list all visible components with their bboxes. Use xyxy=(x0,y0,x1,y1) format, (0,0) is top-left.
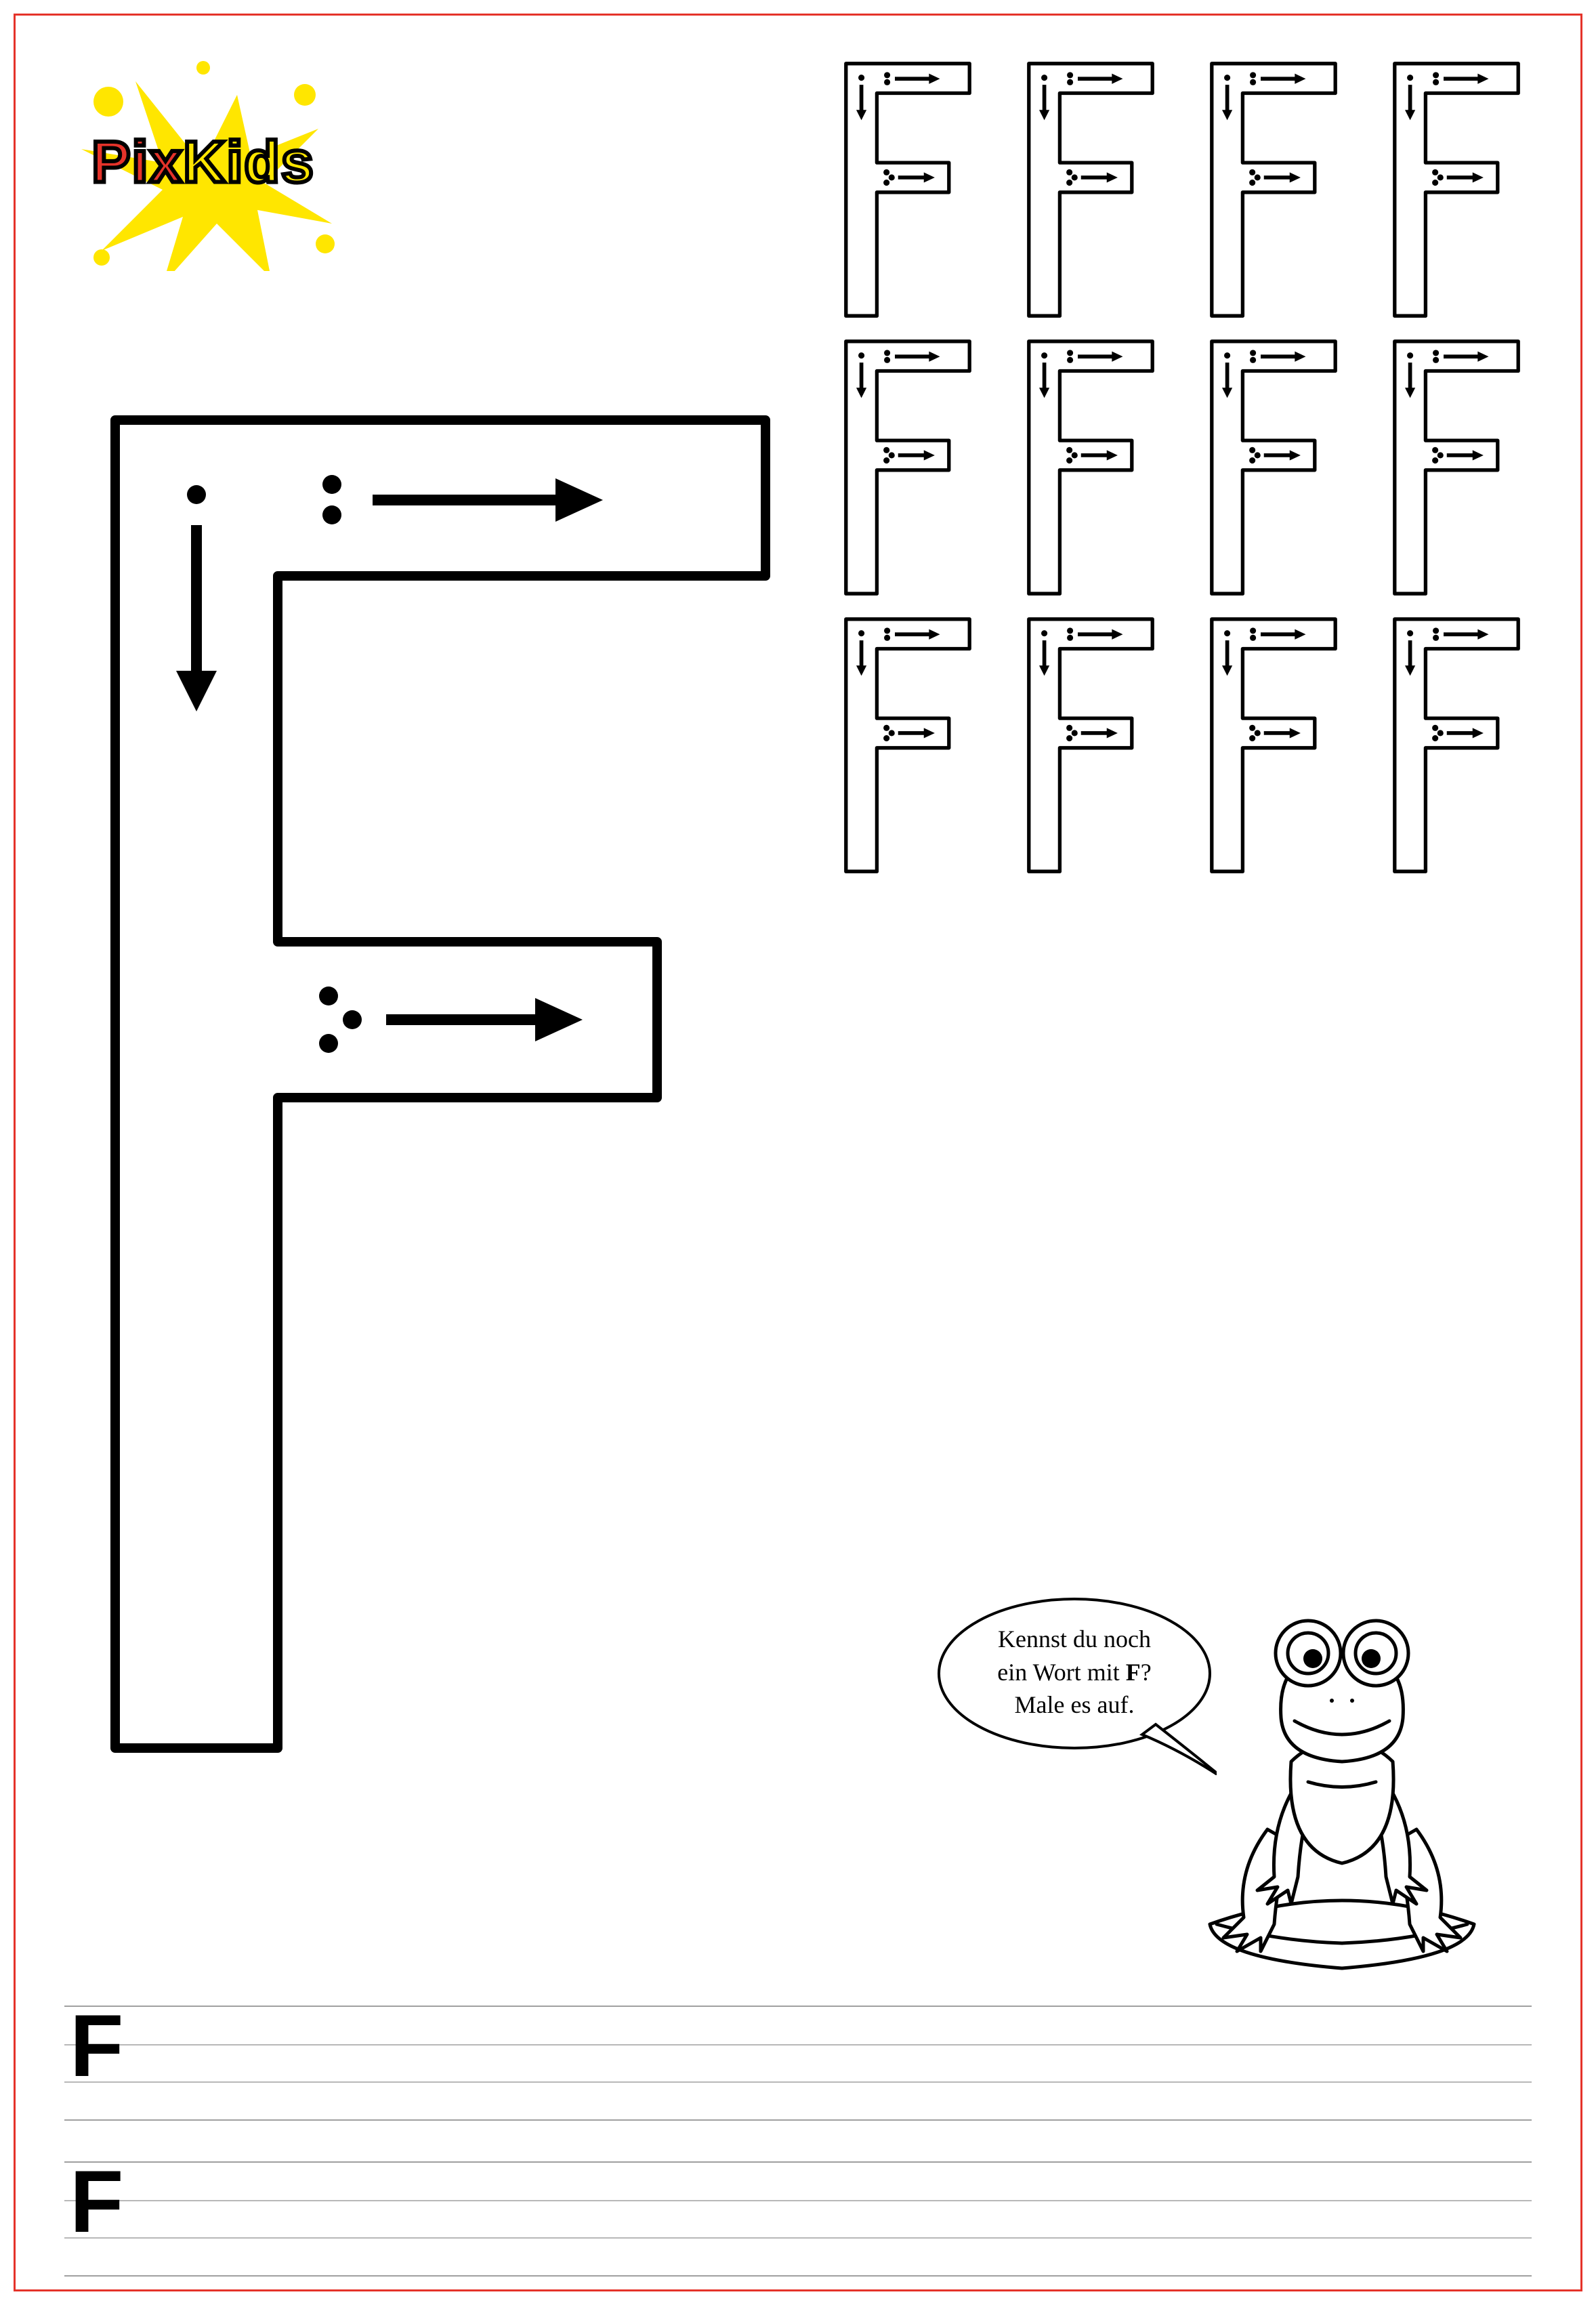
small-letter-f xyxy=(1375,617,1538,874)
speech-line1: Kennst du noch xyxy=(998,1625,1151,1653)
small-letter-f xyxy=(1375,339,1538,596)
speech-bubble: Kennst du noch ein Wort mit F? Male es a… xyxy=(932,1592,1217,1775)
writing-line-block-2: F xyxy=(64,2161,1532,2277)
logo-text-part1: Pix xyxy=(91,130,183,195)
small-letter-f xyxy=(1009,61,1172,318)
small-letter-f xyxy=(1009,617,1172,874)
small-letter-grid xyxy=(826,61,1538,874)
small-letter-f xyxy=(1192,339,1355,596)
guide-line xyxy=(64,2200,1532,2201)
frog-area: Kennst du noch ein Wort mit F? Male es a… xyxy=(932,1592,1488,1972)
small-letter-f xyxy=(1192,617,1355,874)
writing-line-block-1: F xyxy=(64,2006,1532,2121)
small-letter-f xyxy=(826,339,989,596)
example-letter: F xyxy=(70,2157,123,2245)
example-letter: F xyxy=(70,2001,123,2090)
speech-line2-bold: F xyxy=(1126,1659,1141,1686)
frog-icon xyxy=(1196,1606,1488,1972)
logo-text-part2: Kids xyxy=(183,130,314,195)
speech-line2-pre: ein Wort mit xyxy=(997,1659,1125,1686)
small-letter-f xyxy=(826,617,989,874)
small-letter-f xyxy=(1192,61,1355,318)
small-letter-f xyxy=(1375,61,1538,318)
guide-line xyxy=(64,2081,1532,2083)
letter-outline xyxy=(115,420,765,1748)
guide-line xyxy=(64,2237,1532,2239)
small-letter-f xyxy=(1009,339,1172,596)
speech-text: Kennst du noch ein Wort mit F? Male es a… xyxy=(954,1623,1195,1722)
small-letter-f xyxy=(826,61,989,318)
logo-text: PixKids xyxy=(91,129,314,196)
logo: PixKids xyxy=(61,54,345,271)
guide-line xyxy=(64,2044,1532,2046)
big-letter-f xyxy=(102,407,779,1762)
speech-line2-post: ? xyxy=(1141,1659,1152,1686)
speech-line3: Male es auf. xyxy=(1015,1691,1135,1718)
